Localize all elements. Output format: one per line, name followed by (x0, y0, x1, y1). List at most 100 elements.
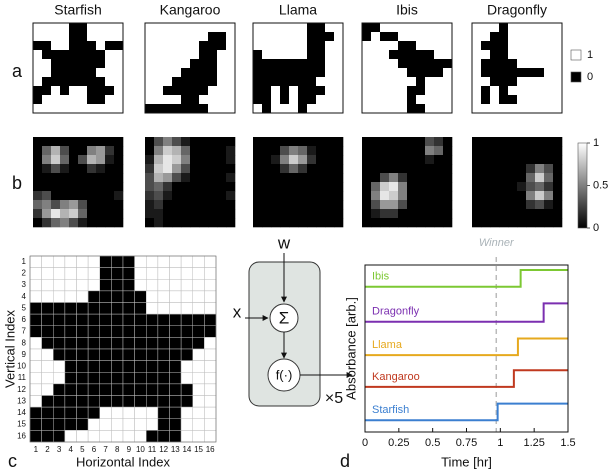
pixel (76, 395, 89, 408)
pixel (60, 32, 70, 42)
pixel (316, 86, 326, 96)
pixel (535, 50, 545, 60)
pixel (325, 50, 335, 60)
pixel (434, 173, 444, 183)
pixel (499, 155, 509, 165)
pixel (425, 137, 435, 147)
pixel (535, 200, 545, 210)
pixel (499, 59, 509, 69)
pixel (78, 218, 88, 228)
pixel (208, 164, 218, 174)
y-tick-label: 1 (22, 257, 27, 266)
pixel (208, 41, 218, 51)
pixel (180, 360, 193, 373)
pixel (190, 23, 200, 33)
pixel (289, 50, 299, 60)
pixel (190, 68, 200, 78)
pixel (105, 77, 115, 87)
pixel (298, 173, 308, 183)
pixel (169, 360, 182, 373)
pixel (29, 325, 42, 338)
pixel (271, 218, 281, 228)
pixel (96, 137, 106, 147)
pixel (490, 200, 500, 210)
pixel (472, 173, 482, 183)
pixel (499, 200, 509, 210)
pixel (180, 255, 193, 268)
pixel (42, 191, 52, 201)
pixel (181, 182, 191, 192)
x-tick-label: 2 (45, 445, 50, 454)
pixel (544, 209, 554, 219)
image-frame (32, 22, 124, 114)
pixel (51, 200, 61, 210)
pixel (499, 191, 509, 201)
pixel (204, 313, 217, 326)
pixel (204, 279, 217, 292)
pixel (163, 155, 173, 165)
pixel (51, 59, 61, 69)
pixel (443, 218, 453, 228)
pixel (416, 50, 426, 60)
pixel (389, 59, 399, 69)
pixel (425, 77, 435, 87)
pixel (157, 290, 170, 303)
pixel (271, 32, 281, 42)
pixel (69, 68, 79, 78)
pixel (434, 68, 444, 78)
pixel (508, 137, 518, 147)
pixel (145, 182, 155, 192)
pixel (190, 77, 200, 87)
pixel (217, 200, 227, 210)
pixel (180, 418, 193, 431)
pixel (280, 173, 290, 183)
pixel (416, 209, 426, 219)
pixel (96, 77, 106, 87)
pixel (181, 164, 191, 174)
pixel (398, 68, 408, 78)
pixel (472, 104, 482, 114)
pixel (526, 95, 536, 105)
pixel (508, 182, 518, 192)
pixel (416, 68, 426, 78)
pixel (87, 146, 97, 156)
pixel (111, 255, 124, 268)
pixel (517, 77, 527, 87)
pixel (371, 137, 381, 147)
pixel (298, 86, 308, 96)
pixel (33, 50, 43, 60)
pixel (64, 290, 77, 303)
pixel (29, 418, 42, 431)
pixel (389, 86, 399, 96)
pixel (307, 191, 317, 201)
pixel (544, 182, 554, 192)
pixel (42, 146, 52, 156)
pixel (416, 146, 426, 156)
pixel (526, 155, 536, 165)
pixel (553, 86, 563, 96)
pixel (544, 68, 554, 78)
pixel (76, 313, 89, 326)
pixel (398, 41, 408, 51)
image-frame (361, 22, 453, 114)
pixel (434, 86, 444, 96)
pixel (87, 383, 100, 396)
pixel (33, 191, 43, 201)
pixel (87, 137, 97, 147)
pixel (154, 41, 164, 51)
pixel (262, 68, 272, 78)
pixel (416, 32, 426, 42)
pixel (490, 209, 500, 219)
pixel (481, 95, 491, 105)
pixel (289, 86, 299, 96)
pixel (416, 155, 426, 165)
pixel (307, 41, 317, 51)
pixel (190, 41, 200, 51)
y-tick-label: 15 (17, 420, 26, 429)
pixel (443, 182, 453, 192)
pixel (298, 182, 308, 192)
pixel (154, 104, 164, 114)
pixel (172, 146, 182, 156)
pixel (280, 191, 290, 201)
pixel (190, 146, 200, 156)
